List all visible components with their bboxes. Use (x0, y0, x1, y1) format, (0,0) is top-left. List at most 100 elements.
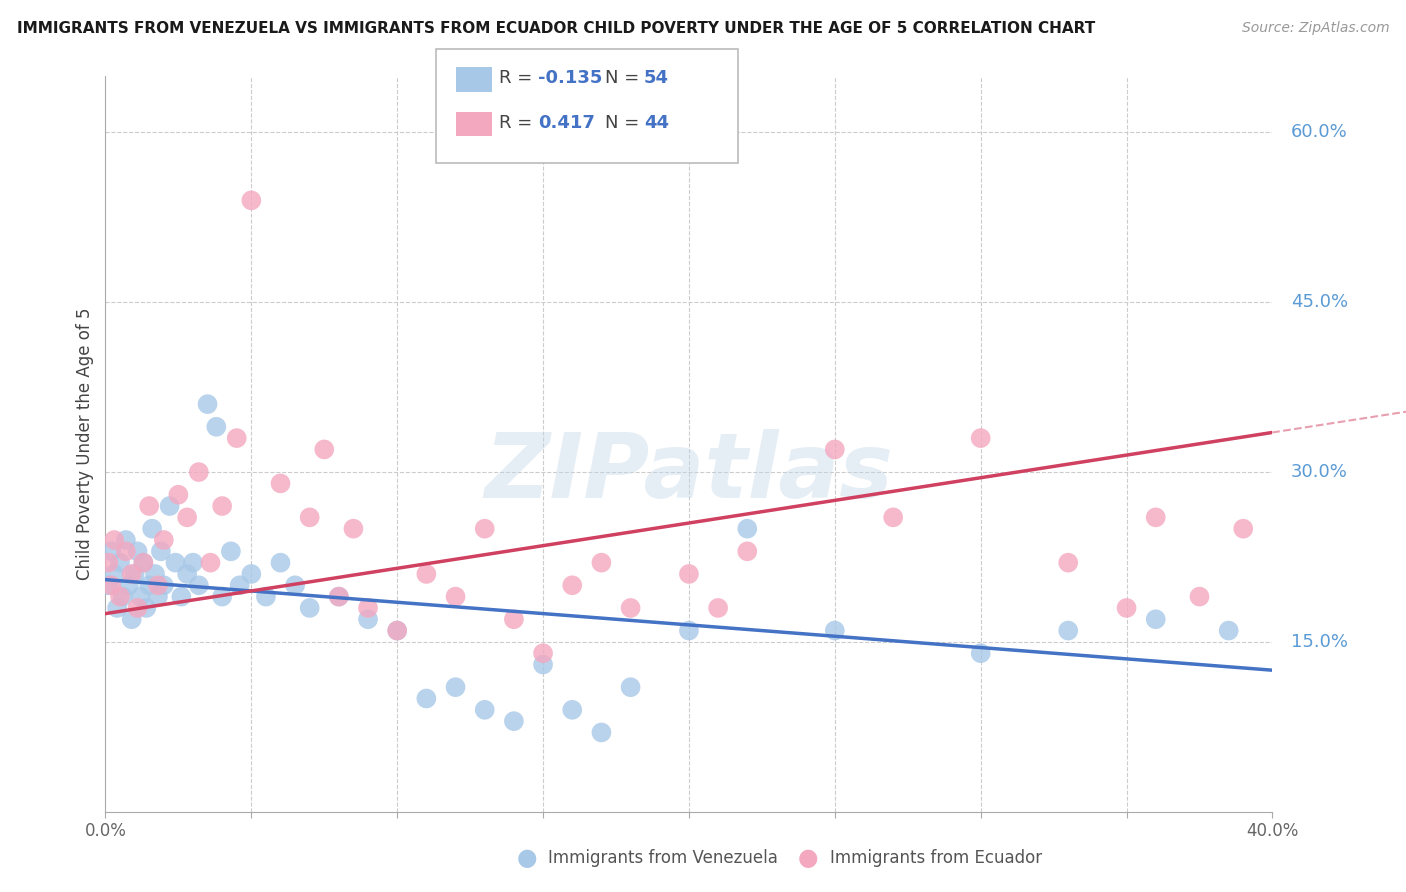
Point (1144, 510, 1167, 524)
Point (115, 544, 138, 558)
Point (503, 714, 526, 728)
Point (100, 578, 122, 592)
Point (328, 590, 350, 604)
Point (1232, 522, 1254, 536)
Point (619, 680, 641, 694)
Text: Immigrants from Ecuador: Immigrants from Ecuador (830, 849, 1042, 867)
Point (970, 646, 993, 660)
Point (97, 578, 120, 592)
Point (737, 544, 759, 558)
Point (474, 522, 496, 536)
Point (591, 556, 613, 570)
Point (531, 646, 554, 660)
Point (1218, 624, 1240, 638)
Point (385, 624, 409, 638)
Point (1144, 612, 1167, 626)
Text: 60.0%: 60.0% (1291, 123, 1348, 142)
Point (415, 566, 437, 581)
Point (153, 533, 174, 547)
Point (115, 533, 138, 547)
Point (357, 601, 380, 615)
Point (678, 566, 700, 581)
Point (474, 703, 496, 717)
Text: Immigrants from Venezuela: Immigrants from Venezuela (548, 849, 778, 867)
Point (678, 624, 700, 638)
Point (200, 556, 222, 570)
Text: 15.0%: 15.0% (1291, 633, 1348, 651)
Point (503, 612, 526, 626)
Point (153, 578, 174, 592)
Point (284, 578, 307, 592)
Point (121, 612, 143, 626)
Point (146, 578, 169, 592)
Point (298, 510, 321, 524)
Point (240, 566, 263, 581)
Text: IMMIGRANTS FROM VENEZUELA VS IMMIGRANTS FROM ECUADOR CHILD POVERTY UNDER THE AGE: IMMIGRANTS FROM VENEZUELA VS IMMIGRANTS … (17, 21, 1095, 36)
Text: N =: N = (605, 70, 644, 87)
Point (269, 556, 292, 570)
Point (135, 601, 157, 615)
Point (444, 590, 467, 604)
Point (197, 397, 219, 411)
Point (100, 544, 122, 558)
Point (108, 590, 131, 604)
Point (824, 442, 846, 457)
Point (211, 590, 233, 604)
Point (219, 544, 242, 558)
Point (187, 578, 209, 592)
Point (211, 499, 233, 513)
Point (167, 488, 190, 502)
Point (159, 499, 181, 513)
Point (170, 590, 193, 604)
Point (127, 544, 149, 558)
Point (314, 442, 336, 457)
Point (298, 601, 321, 615)
Point (882, 510, 904, 524)
Point (561, 703, 583, 717)
Point (415, 691, 437, 706)
Point (269, 476, 292, 491)
Text: -0.135: -0.135 (538, 70, 603, 87)
Point (132, 556, 155, 570)
Text: 0.417: 0.417 (538, 114, 595, 132)
Point (108, 556, 131, 570)
Point (121, 566, 143, 581)
Point (225, 431, 247, 445)
Point (342, 522, 364, 536)
Point (1057, 556, 1080, 570)
Text: R =: R = (499, 114, 544, 132)
Point (737, 522, 759, 536)
Text: 30.0%: 30.0% (1291, 463, 1348, 481)
Point (103, 533, 125, 547)
Point (187, 465, 209, 479)
Point (146, 590, 169, 604)
Point (141, 522, 163, 536)
Point (240, 194, 263, 208)
Point (181, 556, 204, 570)
Point (1057, 624, 1080, 638)
Point (1115, 601, 1137, 615)
Point (591, 725, 613, 739)
Text: 45.0%: 45.0% (1291, 293, 1348, 311)
Point (176, 566, 198, 581)
Point (328, 590, 350, 604)
Text: 54: 54 (644, 70, 669, 87)
Text: 44: 44 (644, 114, 669, 132)
Text: ZIPatlas: ZIPatlas (485, 429, 893, 517)
Point (357, 612, 380, 626)
Text: Source: ZipAtlas.com: Source: ZipAtlas.com (1241, 21, 1389, 35)
Point (129, 590, 152, 604)
Text: N =: N = (605, 114, 644, 132)
Point (111, 590, 134, 604)
Text: ●: ● (799, 847, 818, 870)
Point (228, 578, 250, 592)
Point (970, 431, 993, 445)
Point (205, 419, 228, 434)
Point (132, 556, 155, 570)
Point (149, 544, 172, 558)
Point (105, 601, 128, 615)
Point (385, 624, 409, 638)
Point (118, 578, 141, 592)
Point (143, 566, 166, 581)
Point (103, 566, 125, 581)
